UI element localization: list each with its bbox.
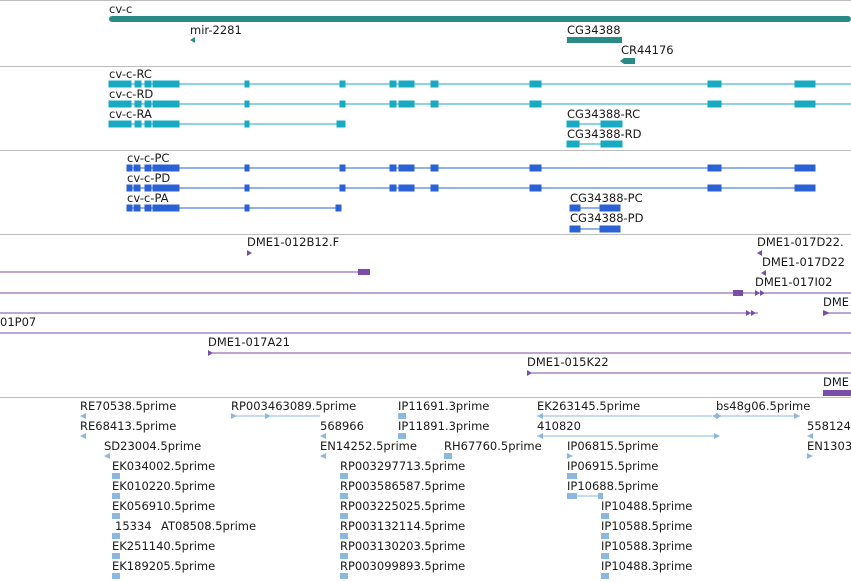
- transcript-track: [108, 80, 851, 148]
- est-label[interactable]: IP11891.3prime: [398, 419, 490, 433]
- clone-dme1-012b12-glyph[interactable]: [247, 250, 252, 256]
- gene-label[interactable]: mir-2281: [190, 23, 242, 37]
- protein-label[interactable]: CG34388-PD: [570, 211, 644, 225]
- est-col1-glyphs[interactable]: [80, 413, 120, 579]
- est-label[interactable]: IP10488.5prime: [601, 499, 693, 513]
- est-label[interactable]: IP06915.5prime: [567, 459, 659, 473]
- est-label[interactable]: EK263145.5prime: [537, 399, 641, 413]
- est-label[interactable]: 410820: [537, 419, 581, 433]
- protein-label[interactable]: CG34388-PC: [570, 191, 643, 205]
- transcript-label[interactable]: cv-c-RA: [109, 107, 152, 121]
- transcript-cg34388-rd-glyph[interactable]: [566, 140, 623, 148]
- gene-track: [109, 16, 851, 64]
- est-label[interactable]: 558124: [807, 419, 851, 433]
- protein-label[interactable]: cv-c-PD: [127, 171, 171, 185]
- est-label[interactable]: RP003099893.5prime: [340, 559, 466, 573]
- track-divider: [0, 0, 851, 1]
- clone-label[interactable]: DME: [823, 295, 850, 309]
- track-divider: [0, 66, 851, 67]
- clone-label[interactable]: DME1-015K22: [527, 355, 609, 369]
- est-label[interactable]: EK034002.5prime: [112, 459, 216, 473]
- protein-label[interactable]: cv-c-PC: [127, 151, 170, 165]
- est-label[interactable]: 568966: [320, 419, 364, 433]
- est-label[interactable]: RP003297713.5prime: [340, 459, 466, 473]
- clone-dme1-017a21-glyph[interactable]: [208, 350, 851, 356]
- est-label[interactable]: IP10588.3prime: [601, 539, 693, 553]
- est-label[interactable]: RP003130203.5prime: [340, 539, 466, 553]
- track-divider: [0, 150, 851, 151]
- gene-cv-c-glyph[interactable]: [109, 16, 851, 22]
- gene-cg34388-glyph[interactable]: [567, 37, 622, 43]
- est-label[interactable]: EK189205.5prime: [112, 559, 216, 573]
- est-col5-glyphs[interactable]: [716, 413, 813, 459]
- clone-label[interactable]: DME1-017A21: [208, 335, 290, 349]
- transcript-cg34388-rc-glyph[interactable]: [566, 120, 623, 128]
- gene-label[interactable]: CR44176: [621, 43, 674, 57]
- est-label[interactable]: RE70538.5prime: [80, 399, 177, 413]
- protein-cv-c-pa-glyph[interactable]: [126, 204, 342, 212]
- est-label[interactable]: EN1303: [807, 439, 851, 453]
- est-label[interactable]: RE68413.5prime: [80, 419, 177, 433]
- clone-label[interactable]: 01P07: [0, 315, 37, 329]
- protein-cg34388-pc-glyph[interactable]: [569, 204, 621, 212]
- track-divider: [0, 234, 851, 235]
- clone-long-left-2[interactable]: [0, 310, 851, 316]
- est-label[interactable]: EK010220.5prime: [112, 479, 216, 493]
- clone-long-left-1[interactable]: [0, 269, 370, 275]
- est-label[interactable]: RH67760.5prime: [444, 439, 542, 453]
- gene-label[interactable]: cv-c: [109, 2, 133, 16]
- clone-label[interactable]: DME1-017I02: [755, 275, 833, 289]
- transcript-cv-c-rd-glyph[interactable]: [108, 100, 851, 108]
- est-label[interactable]: EK056910.5prime: [112, 499, 216, 513]
- transcript-cv-c-ra-glyph[interactable]: [108, 120, 346, 128]
- est-label[interactable]: IP11691.3prime: [398, 399, 490, 413]
- est-label[interactable]: RP003463089.5prime: [231, 399, 357, 413]
- transcript-label[interactable]: cv-c-RC: [109, 67, 152, 81]
- transcript-cv-c-rc-glyph[interactable]: [108, 80, 851, 88]
- est-label[interactable]: 15334: [115, 519, 152, 533]
- est-label[interactable]: IP10588.5prime: [601, 519, 693, 533]
- est-col3-glyphs[interactable]: [398, 413, 452, 459]
- transcript-label[interactable]: CG34388-RD: [567, 127, 642, 141]
- clone-label[interactable]: DME: [823, 375, 850, 389]
- track-divider: [0, 397, 851, 398]
- est-label[interactable]: bs48g06.5prime: [716, 399, 811, 413]
- protein-cv-c-pd-glyph[interactable]: [126, 184, 816, 192]
- est-label[interactable]: EN14252.5prime: [320, 439, 417, 453]
- clone-label[interactable]: DME1-012B12.F: [247, 235, 340, 249]
- gene-cr44176-glyph[interactable]: [620, 58, 635, 64]
- protein-track: [126, 164, 816, 233]
- est-label[interactable]: AT08508.5prime: [161, 519, 257, 533]
- est-label[interactable]: RP003132114.5prime: [340, 519, 466, 533]
- est-label[interactable]: IP10688.5prime: [567, 479, 659, 493]
- clone-dme1-015k22-glyph[interactable]: [527, 370, 851, 376]
- est-label[interactable]: RP003586587.5prime: [340, 479, 466, 493]
- clone-dme1-017i02-glyph[interactable]: [0, 290, 851, 296]
- clone-dme1-017d22-b-glyph[interactable]: [761, 270, 766, 276]
- clone-label[interactable]: DME1-017D22: [762, 255, 845, 269]
- est-track: [80, 413, 813, 579]
- protein-cg34388-pd-glyph[interactable]: [569, 225, 621, 233]
- est-col4-glyphs[interactable]: [537, 413, 720, 579]
- protein-label[interactable]: cv-c-PA: [127, 191, 169, 205]
- clone-dme1-017d22-glyph[interactable]: [757, 250, 762, 256]
- est-label[interactable]: RP003225025.5prime: [340, 499, 466, 513]
- transcript-label[interactable]: cv-c-RD: [109, 87, 154, 101]
- est-label[interactable]: SD23004.5prime: [104, 439, 202, 453]
- est-label[interactable]: EK251140.5prime: [112, 539, 216, 553]
- clone-track: [0, 250, 851, 396]
- clone-label[interactable]: DME1-017D22.: [757, 235, 844, 249]
- protein-cv-c-pc-glyph[interactable]: [126, 164, 816, 172]
- transcript-label[interactable]: CG34388-RC: [567, 107, 641, 121]
- est-col2-glyphs[interactable]: [231, 413, 348, 579]
- gene-mir-2281-glyph[interactable]: [190, 37, 195, 43]
- est-label[interactable]: IP06815.5prime: [567, 439, 659, 453]
- est-label[interactable]: IP10488.3prime: [601, 559, 693, 573]
- gene-label[interactable]: CG34388: [567, 23, 621, 37]
- clone-dme-edge-glyph[interactable]: [823, 390, 851, 396]
